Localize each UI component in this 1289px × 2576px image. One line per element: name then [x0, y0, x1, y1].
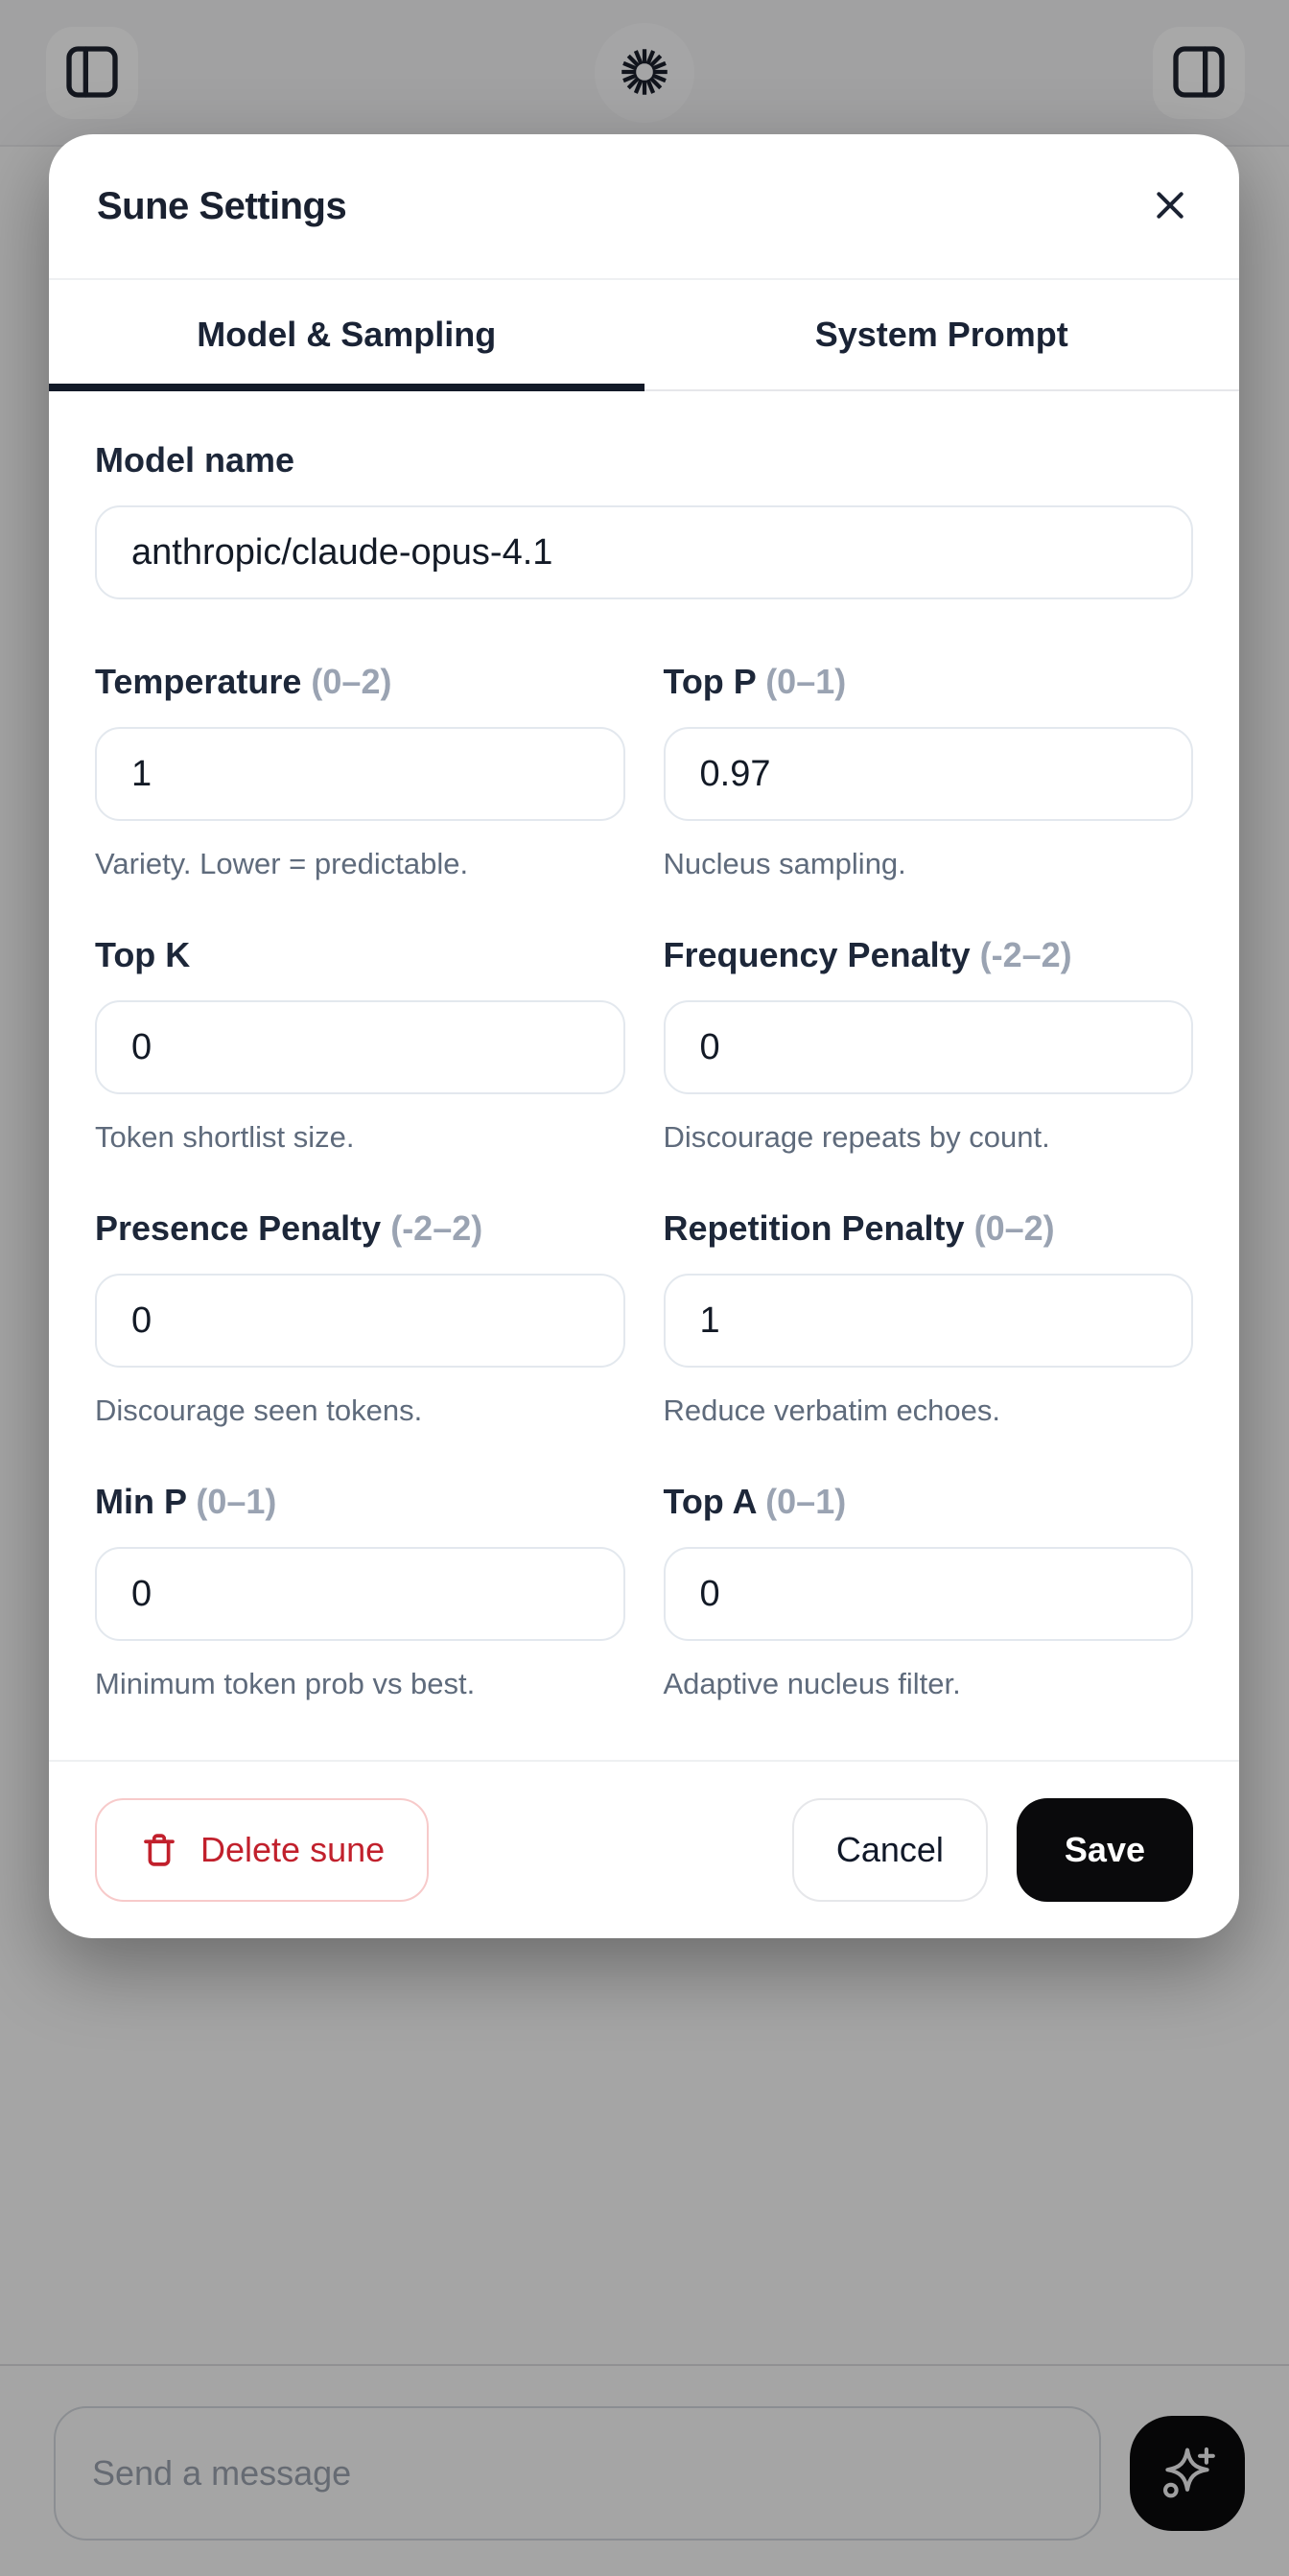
top-a-helper: Adaptive nucleus filter.: [663, 1667, 961, 1700]
top-bar: [0, 0, 1289, 147]
model-name-input[interactable]: [95, 505, 1193, 599]
label-text: Repetition Penalty: [663, 1208, 965, 1248]
field-repetition-penalty: Repetition Penalty (0–2) Reduce verbatim…: [663, 1207, 1194, 1429]
repetition-penalty-helper: Reduce verbatim echoes.: [663, 1393, 1001, 1427]
delete-sune-button[interactable]: Delete sune: [95, 1798, 430, 1902]
tab-system-prompt[interactable]: System Prompt: [644, 280, 1240, 389]
sune-avatar-button[interactable]: [595, 23, 694, 123]
label-text: Top K: [95, 935, 191, 974]
settings-form: Model name Temperature (0–2) Variety. Lo…: [49, 391, 1239, 1760]
sune-settings-modal: Sune Settings Model & Sampling System Pr…: [49, 134, 1239, 1938]
top-p-input[interactable]: [663, 727, 1193, 821]
label-text: Presence Penalty: [95, 1208, 382, 1248]
tab-model-sampling[interactable]: Model & Sampling: [49, 280, 644, 391]
top-k-input[interactable]: [95, 1000, 625, 1094]
label-text: Top P: [663, 662, 757, 701]
field-top-p: Top P (0–1) Nucleus sampling.: [663, 661, 1194, 882]
field-presence-penalty: Presence Penalty (-2–2) Discourage seen …: [95, 1207, 625, 1429]
panel-left-icon: [61, 41, 123, 105]
min-p-input[interactable]: [95, 1547, 625, 1641]
close-button[interactable]: [1139, 176, 1201, 237]
top-k-label: Top K: [95, 934, 625, 975]
field-top-k: Top K Token shortlist size.: [95, 934, 625, 1156]
range-text: (0–1): [765, 662, 847, 701]
close-icon: [1151, 186, 1189, 227]
range-text: (0–1): [765, 1482, 847, 1521]
top-p-helper: Nucleus sampling.: [663, 847, 906, 880]
range-text: (0–2): [973, 1208, 1055, 1248]
trash-icon: [139, 1830, 179, 1870]
field-model-name: Model name: [95, 439, 1193, 599]
range-text: (-2–2): [979, 935, 1072, 974]
starburst-avatar-icon: [616, 43, 673, 104]
label-text: Min P: [95, 1482, 187, 1521]
field-min-p: Min P (0–1) Minimum token prob vs best.: [95, 1481, 625, 1702]
presence-penalty-label: Presence Penalty (-2–2): [95, 1207, 625, 1249]
send-button[interactable]: [1130, 2416, 1245, 2531]
temperature-input[interactable]: [95, 727, 625, 821]
label-text: Frequency Penalty: [663, 935, 971, 974]
modal-title: Sune Settings: [97, 184, 347, 227]
range-text: (0–2): [311, 662, 392, 701]
save-button[interactable]: Save: [1016, 1798, 1193, 1902]
range-text: (-2–2): [390, 1208, 483, 1248]
top-k-helper: Token shortlist size.: [95, 1120, 355, 1154]
presence-penalty-helper: Discourage seen tokens.: [95, 1393, 423, 1427]
settings-tabs: Model & Sampling System Prompt: [49, 280, 1239, 391]
temperature-helper: Variety. Lower = predictable.: [95, 847, 469, 880]
modal-footer: Delete sune Cancel Save: [49, 1760, 1239, 1938]
modal-header: Sune Settings: [49, 134, 1239, 280]
field-temperature: Temperature (0–2) Variety. Lower = predi…: [95, 661, 625, 882]
min-p-label: Min P (0–1): [95, 1481, 625, 1522]
repetition-penalty-label: Repetition Penalty (0–2): [664, 1207, 1194, 1249]
sparkle-icon: [1156, 2441, 1219, 2507]
sampling-grid: Temperature (0–2) Variety. Lower = predi…: [95, 661, 1193, 1702]
label-text: Temperature: [95, 662, 302, 701]
top-p-label: Top P (0–1): [664, 661, 1194, 702]
field-top-a: Top A (0–1) Adaptive nucleus filter.: [663, 1481, 1194, 1702]
range-text: (0–1): [196, 1482, 277, 1521]
frequency-penalty-label: Frequency Penalty (-2–2): [664, 934, 1194, 975]
top-a-label: Top A (0–1): [664, 1481, 1194, 1522]
temperature-label: Temperature (0–2): [95, 661, 625, 702]
top-a-input[interactable]: [663, 1547, 1193, 1641]
cancel-button[interactable]: Cancel: [791, 1798, 988, 1902]
delete-label: Delete sune: [200, 1830, 386, 1869]
frequency-penalty-input[interactable]: [663, 1000, 1193, 1094]
frequency-penalty-helper: Discourage repeats by count.: [663, 1120, 1050, 1154]
field-frequency-penalty: Frequency Penalty (-2–2) Discourage repe…: [663, 934, 1194, 1156]
sidebar-toggle-button[interactable]: [46, 27, 138, 119]
presence-penalty-input[interactable]: [95, 1274, 625, 1368]
panel-right-icon: [1168, 41, 1230, 105]
repetition-penalty-input[interactable]: [663, 1274, 1193, 1368]
min-p-helper: Minimum token prob vs best.: [95, 1667, 476, 1700]
right-panel-toggle-button[interactable]: [1153, 27, 1245, 119]
model-name-label: Model name: [95, 440, 295, 480]
message-input[interactable]: [54, 2406, 1101, 2541]
label-text: Top A: [663, 1482, 757, 1521]
message-composer: [0, 2364, 1289, 2576]
